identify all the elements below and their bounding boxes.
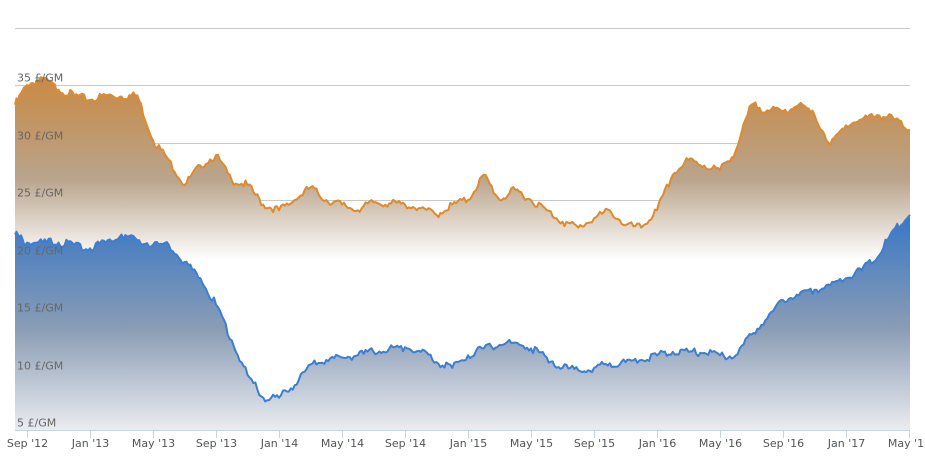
series-area-2 (15, 214, 910, 430)
x-tick-label: Sep '12 (7, 437, 48, 450)
y-tick-label: 20 £/GM (17, 245, 63, 258)
y-tick-label: 15 £/GM (17, 302, 63, 315)
x-tick-label: Sep '13 (196, 437, 237, 450)
series-areas (14, 76, 911, 430)
series-area-1 (15, 77, 910, 430)
x-axis: Sep '12 Jan '13 May '13 Sep '13 Jan '14 May '… (7, 431, 925, 450)
x-tick-label: Sep '15 (574, 437, 615, 450)
x-tick-label: May '14 (321, 437, 364, 450)
y-tick-label: 10 £/GM (17, 360, 63, 373)
y-tick-label: 25 £/GM (17, 187, 63, 200)
x-tick-label: Jan '14 (260, 437, 298, 450)
x-tick-label: May '16 (699, 437, 742, 450)
x-tick-label: Jan '17 (827, 437, 865, 450)
x-tick-label: May '13 (132, 437, 175, 450)
x-tick-label: Sep '14 (385, 437, 426, 450)
y-tick-label: 35 £/GM (17, 72, 63, 85)
x-tick-label: Jan '16 (638, 437, 676, 450)
x-tick-label: Sep '16 (763, 437, 804, 450)
series-line-1 (14, 76, 911, 229)
series-line-2 (14, 214, 911, 403)
x-tick-label: May '15 (510, 437, 553, 450)
y-tick-label: 5 £/GM (17, 417, 56, 430)
y-axis-labels: 5 £/GM 10 £/GM 15 £/GM 20 £/GM 25 £/GM 30 £/G… (17, 72, 63, 430)
y-tick-label: 30 £/GM (17, 130, 63, 143)
x-tick-label: Jan '15 (449, 437, 487, 450)
x-tick-label: May '17 (888, 437, 925, 450)
x-tick-label: Jan '13 (71, 437, 109, 450)
